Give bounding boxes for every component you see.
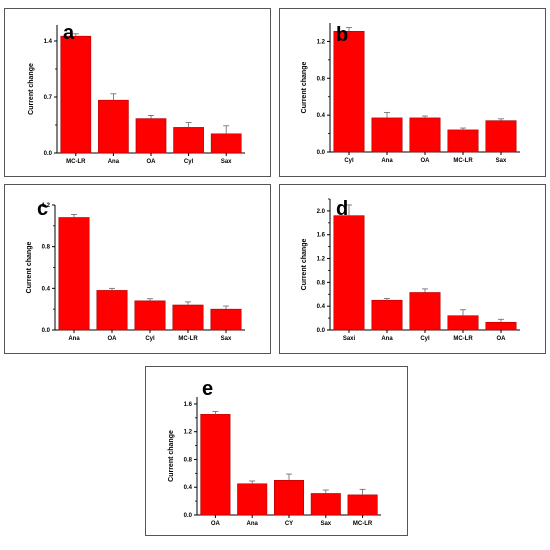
bar-b-mc-lr (447, 129, 479, 153)
y-tick-label-d-4: 1.6 (317, 233, 326, 239)
bar-c-sax (210, 308, 242, 331)
y-tick-label-d-2: 0.8 (317, 280, 326, 286)
bar-a-cyl (173, 127, 204, 154)
y-tick-label-d-5: 2.0 (317, 209, 326, 215)
y-tick-label-b-0: 0.0 (317, 150, 326, 156)
bar-b-ana (371, 117, 403, 153)
x-tick-label-c-oa: OA (108, 336, 118, 342)
bar-d-ana (371, 299, 403, 331)
bar-e-sax (310, 493, 341, 516)
bar-d-mc-lr (447, 315, 479, 331)
bar-c-oa (96, 290, 128, 331)
y-tick-label-c-0: 0.0 (42, 328, 51, 334)
x-tick-label-d-oa: OA (497, 336, 507, 342)
chart-panel-b: 0.0 0.4 0.8 1.2 Current change Cyl Ana OA MC-LR S… (279, 8, 546, 177)
bar-b-oa (409, 117, 441, 153)
x-tick-label-c-ana: Ana (68, 336, 80, 342)
y-tick-label-b-2: 0.8 (317, 76, 326, 82)
x-tick-label-b-oa: OA (421, 158, 431, 164)
chart-e-svg: 0.0 0.4 0.8 1.2 1.6 Current change OA Ana CY Sax M… (168, 397, 381, 527)
x-tick-label-a-mc-lr: MC-LR (66, 159, 86, 165)
panel-letter-e: e (202, 378, 214, 400)
chart-panel-c: 0.0 0.4 0.8 1.2 Current change Ana OA Cyl MC-LR S… (4, 184, 271, 354)
x-tick-label-a-sax: Sax (221, 159, 232, 165)
x-tick-label-b-cyl: Cyl (344, 158, 354, 164)
y-axis-label-d: Current change (301, 239, 308, 291)
bar-e-cy (273, 479, 305, 516)
bar-e-oa (200, 414, 231, 516)
x-tick-label-b-ana: Ana (381, 158, 393, 164)
bar-a-oa (135, 118, 167, 154)
bar-a-mc-lr (60, 35, 92, 154)
bar-b-sax (485, 120, 517, 153)
chart-d-svg: 0.0 0.4 0.8 1.2 1.6 2.0 Current change Saxi Ana C… (301, 198, 520, 342)
bar-c-cyl (134, 300, 166, 331)
y-tick-label-e-0: 0.0 (184, 513, 193, 519)
y-tick-label-e-2: 0.8 (184, 457, 193, 463)
y-tick-label-a-0: 0.0 (44, 151, 53, 157)
y-axis-label-b: Current change (301, 62, 308, 114)
x-tick-label-e-sax: Sax (320, 521, 331, 527)
bar-e-mc-lr (347, 494, 378, 516)
chart-c-svg: 0.0 0.4 0.8 1.2 Current change Ana OA Cyl MC-LR S… (26, 203, 245, 342)
x-tick-label-c-cyl: Cyl (145, 336, 155, 342)
bar-d-saxi (333, 215, 365, 331)
y-axis-label-a: Current change (28, 63, 35, 115)
x-tick-label-e-cy: CY (285, 521, 293, 527)
chart-panel-a: 0.0 0.7 1.4 Current change MC-LR Ana OA Cyl Sax … (4, 8, 271, 177)
y-tick-label-c-3: 1.2 (42, 203, 51, 209)
x-tick-label-a-ana: Ana (108, 159, 120, 165)
y-tick-label-e-4: 1.6 (184, 402, 193, 408)
chart-a-svg: 0.0 0.7 1.4 Current change MC-LR Ana OA Cyl Sax (28, 25, 245, 165)
x-tick-label-e-ana: Ana (247, 521, 259, 527)
y-tick-label-a-1: 0.7 (44, 95, 53, 101)
x-tick-label-c-sax: Sax (221, 336, 232, 342)
x-tick-label-d-saxi: Saxi (343, 336, 356, 342)
y-tick-label-b-3: 1.2 (317, 39, 326, 45)
x-tick-label-e-oa: OA (211, 521, 221, 527)
y-tick-label-d-3: 1.2 (317, 257, 326, 263)
bar-c-mc-lr (172, 304, 204, 331)
y-tick-label-e-3: 1.2 (184, 430, 193, 436)
x-tick-label-d-ana: Ana (381, 336, 393, 342)
x-tick-label-d-mc-lr: MC-LR (453, 336, 473, 342)
chart-panel-e: 0.0 0.4 0.8 1.2 1.6 Current change OA Ana CY Sax M… (145, 366, 408, 536)
bar-a-ana (98, 99, 129, 154)
y-tick-label-a-2: 1.4 (44, 39, 53, 45)
bar-a-sax (210, 133, 242, 154)
y-axis-label-e: Current change (168, 430, 175, 482)
y-tick-label-b-1: 0.4 (317, 113, 326, 119)
bar-d-oa (485, 321, 517, 331)
y-tick-label-e-1: 0.4 (184, 485, 193, 491)
chart-b-svg: 0.0 0.4 0.8 1.2 Current change Cyl Ana OA MC-LR S… (301, 23, 520, 164)
y-tick-label-d-0: 0.0 (317, 328, 326, 334)
y-tick-label-c-2: 0.8 (42, 245, 51, 251)
panel-letter-a: a (63, 22, 75, 44)
bar-c-ana (58, 217, 90, 331)
x-tick-label-b-sax: Sax (496, 158, 507, 164)
x-tick-label-c-mc-lr: MC-LR (178, 336, 198, 342)
x-tick-label-e-mc-lr: MC-LR (353, 521, 373, 527)
bar-b-cyl (333, 30, 365, 153)
x-tick-label-d-cyl: Cyl (420, 336, 430, 342)
x-tick-label-a-cyl: Cyl (184, 159, 194, 165)
y-tick-label-d-1: 0.4 (317, 304, 326, 310)
panel-letter-b: b (336, 24, 349, 46)
panel-letter-c: c (37, 198, 49, 220)
chart-panel-d: 0.0 0.4 0.8 1.2 1.6 2.0 Current change Saxi Ana C… (279, 184, 546, 354)
x-tick-label-b-mc-lr: MC-LR (453, 158, 473, 164)
panel-letter-d: d (336, 198, 349, 220)
x-tick-label-a-oa: OA (147, 159, 157, 165)
y-axis-label-c: Current change (26, 242, 33, 294)
y-tick-label-c-1: 0.4 (42, 286, 51, 292)
bar-d-cyl (409, 292, 441, 331)
bar-e-ana (237, 483, 268, 516)
